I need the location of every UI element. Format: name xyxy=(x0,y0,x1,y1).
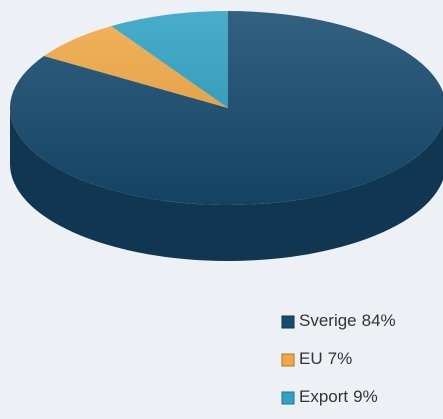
legend-swatch xyxy=(281,353,295,367)
legend-value: 84% xyxy=(362,311,396,330)
legend-value: 7% xyxy=(328,349,353,368)
legend-name: EU xyxy=(299,349,323,368)
legend-label: EU 7% xyxy=(299,349,352,368)
legend-label: Sverige 84% xyxy=(299,311,396,330)
legend-swatch xyxy=(281,315,295,329)
legend-swatch xyxy=(281,391,295,405)
legend-label: Export 9% xyxy=(299,387,378,406)
legend-name: Sverige xyxy=(299,311,357,330)
pie-side xyxy=(10,108,443,261)
legend-name: Export xyxy=(299,387,348,406)
legend-value: 9% xyxy=(353,387,378,406)
